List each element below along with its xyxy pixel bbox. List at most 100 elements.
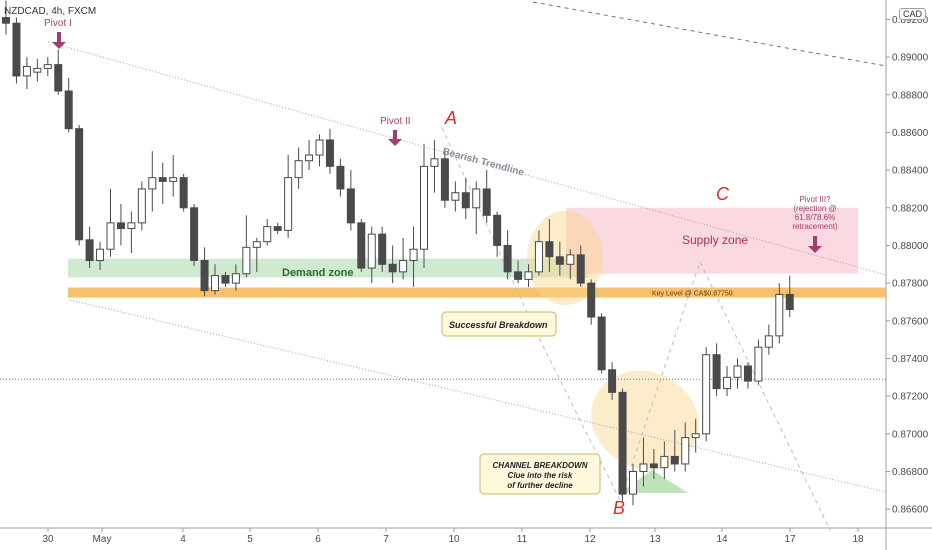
candle — [137, 181, 146, 231]
candle-body — [33, 67, 42, 73]
candle — [461, 177, 470, 220]
currency-badge[interactable]: CAD — [899, 8, 927, 20]
candle-body — [681, 437, 690, 465]
x-tick-label: 4 — [180, 534, 186, 545]
candle — [96, 241, 105, 270]
candle — [409, 226, 418, 287]
y-tick-label: 0.89200 — [892, 15, 929, 26]
y-tick-label: 0.88600 — [892, 128, 929, 139]
candle — [566, 249, 575, 280]
candle — [482, 170, 491, 223]
supply-zone-label: Supply zone — [682, 233, 748, 247]
candle-body — [305, 154, 314, 162]
candle — [723, 366, 732, 397]
candle-body — [775, 293, 784, 337]
candle — [472, 181, 481, 235]
candle — [764, 324, 773, 355]
y-tick-label: 0.87200 — [892, 392, 929, 403]
x-tick-label: May — [93, 534, 112, 545]
candle-body — [12, 22, 21, 77]
x-tick-label: 10 — [448, 534, 460, 545]
candle-body — [702, 354, 711, 435]
candle-body — [127, 222, 136, 230]
x-tick-label: 14 — [716, 534, 728, 545]
candle — [514, 260, 523, 284]
successful-breakdown-box — [441, 311, 557, 337]
candle-body — [378, 233, 387, 265]
candle — [294, 147, 303, 189]
candle-body — [200, 260, 209, 292]
candle-body — [43, 64, 52, 69]
candle-body — [461, 192, 470, 209]
candle-body — [336, 165, 345, 190]
candle-body — [670, 455, 679, 465]
candle — [169, 155, 178, 197]
candle-body — [420, 165, 428, 250]
candle-body — [785, 293, 794, 310]
candle — [12, 17, 21, 84]
candle — [284, 155, 293, 238]
candle-body — [399, 260, 408, 273]
candle-body — [22, 66, 31, 77]
candle — [43, 57, 52, 76]
candle-body — [221, 275, 230, 284]
candle-body — [764, 335, 773, 348]
candle — [399, 237, 408, 280]
candle-body — [75, 128, 84, 241]
channel-highlight — [591, 370, 699, 470]
point-a-label: A — [444, 108, 457, 128]
candle-body — [451, 192, 460, 201]
candle-body — [148, 177, 157, 190]
candle-body — [357, 222, 366, 269]
candle — [263, 219, 272, 246]
candle-body — [367, 233, 376, 269]
candle — [64, 77, 73, 133]
candle-body — [242, 246, 251, 275]
candle — [733, 358, 742, 389]
candle-body — [252, 241, 261, 248]
candle — [597, 313, 606, 374]
candle — [785, 275, 794, 318]
candle-body — [566, 254, 575, 265]
candle — [22, 57, 31, 90]
candle — [629, 463, 637, 506]
candle — [367, 226, 376, 284]
candle — [357, 219, 366, 272]
pivot-1-arrow-head — [52, 42, 66, 49]
candle-body — [388, 263, 397, 273]
symbol-title: NZDCAD, 4h, FXCM — [4, 6, 97, 17]
candle — [754, 339, 763, 385]
y-tick-label: 0.87800 — [892, 279, 929, 290]
y-tick-label: 0.88400 — [892, 166, 929, 177]
candle-body — [660, 455, 669, 469]
candle — [649, 448, 658, 480]
candle — [200, 247, 209, 297]
candle-body — [472, 188, 481, 209]
candle — [325, 128, 334, 174]
candle-body — [545, 241, 554, 258]
pivot-3-arrow-head — [808, 246, 822, 253]
candle — [775, 283, 784, 344]
candle-body — [294, 160, 303, 179]
y-tick-label: 0.88200 — [892, 203, 929, 214]
x-tick-label: 12 — [584, 534, 596, 545]
candle-body — [96, 248, 105, 262]
candle-body — [555, 256, 564, 265]
candle-body — [597, 316, 606, 371]
candle — [388, 245, 397, 284]
candle-body — [618, 391, 627, 495]
x-tick-label: 11 — [517, 534, 528, 545]
candle — [158, 162, 167, 205]
demand-zone-label: Demand zone — [282, 267, 354, 279]
candle — [127, 211, 136, 253]
demand-zone-rect — [68, 258, 588, 278]
candles-layer — [2, 0, 794, 506]
candle-body — [2, 17, 10, 24]
candle — [106, 188, 115, 257]
y-tick-label: 0.88000 — [892, 241, 929, 252]
pivot-1-label: Pivot I — [44, 18, 72, 29]
y-tick-label: 0.86800 — [892, 467, 929, 478]
candle-body — [754, 346, 763, 382]
candle-body — [514, 271, 523, 280]
